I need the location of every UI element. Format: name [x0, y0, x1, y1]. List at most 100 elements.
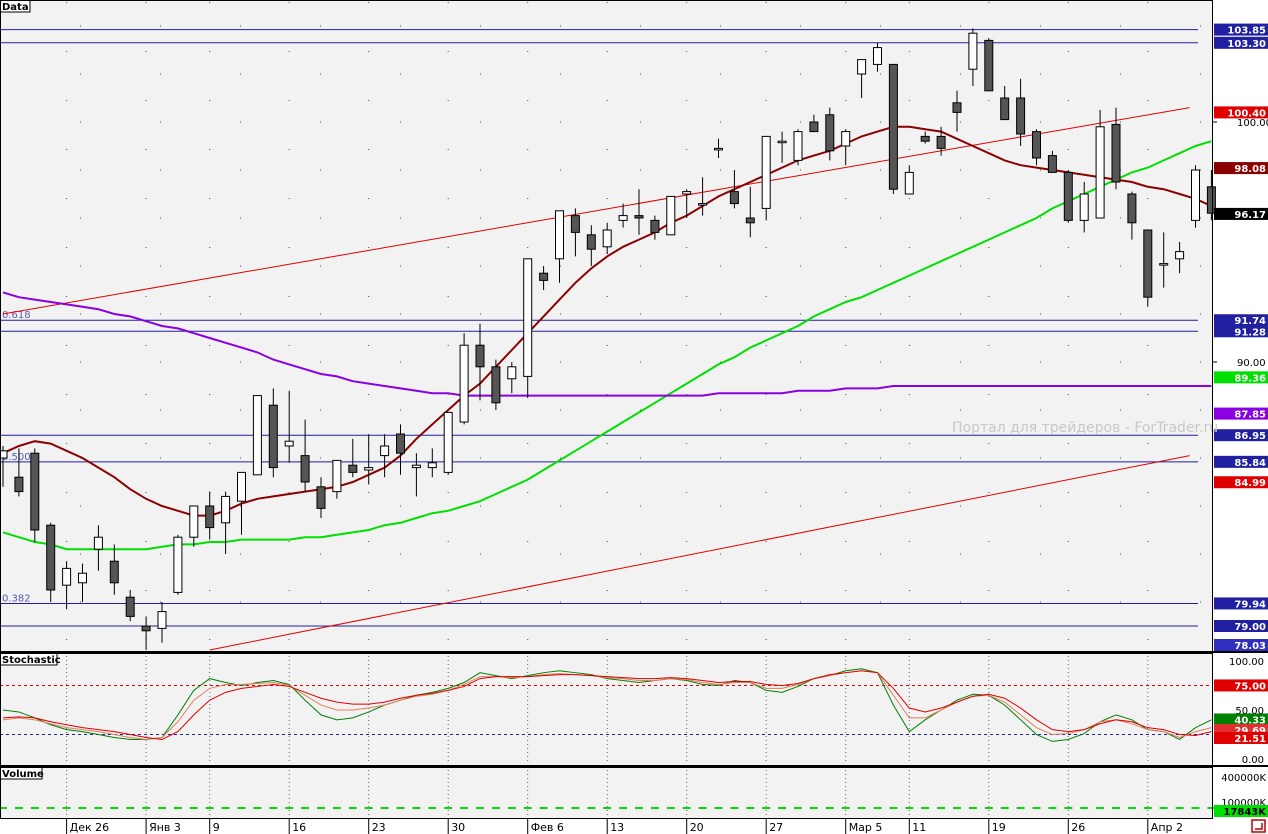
candle-body: [920, 135, 930, 142]
series-line-ma_green: [2, 140, 1212, 551]
scroll-end-icon[interactable]: [1251, 819, 1266, 833]
candle-body: [411, 464, 421, 469]
date-label: 27: [769, 821, 783, 834]
date-axis: [0, 819, 1268, 834]
stochastic-value-tag: 40.33: [1234, 715, 1266, 726]
value-tag: 100.40: [1227, 108, 1266, 119]
candle-body: [443, 411, 453, 473]
candle-body: [936, 135, 946, 149]
candle-body: [602, 229, 612, 248]
candle-body: [1095, 126, 1105, 219]
series-line-ma_purple: [2, 291, 1212, 397]
candle-body: [729, 191, 739, 205]
candle-body: [555, 210, 564, 260]
candle-body: [1079, 193, 1089, 221]
trend-line: [2, 107, 1190, 315]
candle-body: [666, 195, 676, 236]
level-tag: 103.30: [1227, 39, 1266, 50]
candle-body: [1143, 229, 1153, 298]
value-tag: 78.03: [1234, 641, 1266, 652]
candle-body: [1000, 97, 1010, 121]
volume-panel[interactable]: [0, 767, 1213, 819]
candle-body: [380, 445, 390, 457]
candle-body: [698, 203, 708, 206]
stochastic-panel-title: Stochastic: [2, 655, 61, 666]
candle-body: [793, 131, 803, 161]
stochastic-value-tag-bg: [1214, 731, 1268, 744]
watermark: Портал для трейдеров - ForTrader.ru: [952, 420, 1218, 436]
level-label: 0.382: [2, 593, 31, 604]
candle-body: [396, 433, 405, 454]
series-line-ma_red: [2, 125, 1212, 517]
volume-value-tag-bg: [1214, 805, 1268, 817]
candle-body: [1175, 251, 1185, 260]
candle-body: [62, 567, 72, 586]
stochastic-panel[interactable]: [0, 653, 1213, 766]
candle-body: [109, 560, 119, 584]
candle-body: [1127, 193, 1137, 224]
value-tag: 87.85: [1234, 410, 1266, 421]
candle-body: [618, 215, 628, 221]
level-tag: 91.74: [1234, 316, 1266, 327]
stochastic-value-tag: 21.51: [1234, 734, 1266, 745]
price-panel-title: Data: [2, 2, 29, 13]
candle-body: [221, 495, 231, 524]
candle-body: [0, 450, 8, 459]
level-label: 0.618: [2, 310, 31, 321]
level-tag: 86.95: [1234, 431, 1266, 442]
volume-title-box: Volume: [0, 766, 44, 780]
level-tag: 91.28: [1234, 327, 1266, 338]
candle-body: [14, 476, 24, 493]
candle-body: [745, 217, 755, 224]
candle-body: [300, 455, 310, 483]
candle-body: [1016, 97, 1026, 135]
candle-body: [1111, 123, 1121, 183]
candle-body: [952, 102, 962, 113]
price-title-box: Data: [0, 0, 31, 13]
stochastic-line: [2, 670, 1212, 740]
stochastic-axis: [1213, 653, 1268, 766]
axis-tick-label: 100000K: [1221, 798, 1266, 809]
date-label: 19: [992, 821, 1006, 834]
stochastic-value-tag-bg: [1214, 713, 1268, 726]
candle-body: [984, 39, 994, 92]
stochastic-value-tag-bg: [1214, 679, 1268, 692]
value-tag-bg: [1214, 207, 1268, 220]
level-tag-bg: [1214, 620, 1268, 632]
value-tag-bg: [1214, 106, 1268, 119]
candle-body: [523, 258, 533, 377]
level-tag-bg: [1214, 455, 1268, 468]
axis-tick-label: 100.00: [1237, 118, 1268, 129]
candle-body: [316, 486, 326, 509]
candle-body: [205, 505, 215, 529]
date-label: 9: [213, 821, 220, 834]
candle-body: [507, 366, 517, 380]
axis-tick-label: 0.00: [1242, 755, 1264, 766]
candle-body: [427, 462, 437, 469]
level-tag: 85.84: [1234, 458, 1266, 469]
value-tag-bg: [1214, 371, 1268, 384]
candle-body: [348, 464, 358, 473]
candle-body: [650, 219, 660, 233]
value-tag-bg: [1214, 639, 1268, 651]
date-label: Дек 26: [70, 821, 110, 834]
candle-body: [539, 272, 549, 281]
candle-body: [141, 625, 151, 632]
stochastic-line: [2, 668, 1212, 742]
value-tag: 98.08: [1234, 164, 1266, 175]
level-tag: 103.85: [1227, 26, 1266, 37]
level-tag-bg: [1214, 597, 1268, 610]
candle-body: [475, 344, 485, 368]
candle-body: [1032, 131, 1041, 159]
date-label: 13: [610, 821, 624, 834]
candle-body: [332, 459, 342, 493]
trend-line: [209, 455, 1190, 651]
candle-body: [237, 471, 246, 502]
level-label: 0.500: [2, 452, 31, 463]
date-label: Мар 5: [849, 821, 883, 834]
candle-body: [1191, 169, 1200, 221]
value-tag-bg: [1214, 407, 1268, 420]
